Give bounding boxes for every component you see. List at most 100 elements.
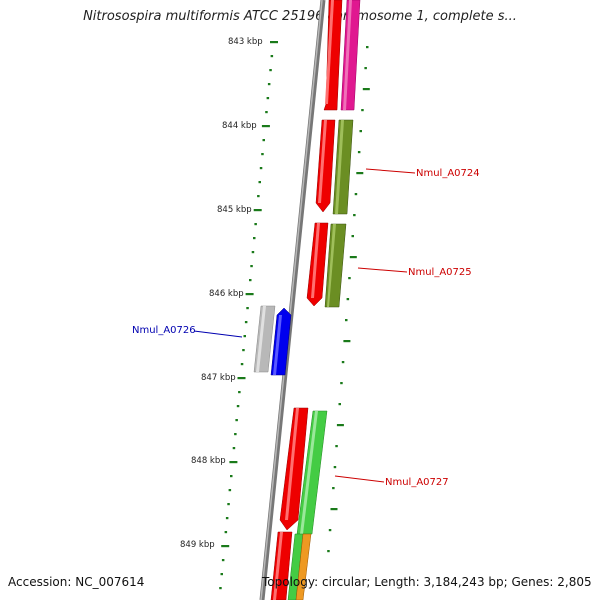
minor-tick (261, 153, 264, 156)
minor-tick (219, 587, 222, 590)
cds-olive-shine-a0724 (335, 120, 344, 214)
right-dash (328, 529, 332, 532)
gene-label-nmul-a0724[interactable]: Nmul_A0724 (416, 168, 480, 179)
right-dash (336, 424, 344, 427)
right-dash (340, 382, 343, 385)
right-dash (335, 445, 338, 448)
tick-label-844: 844 kbp (222, 121, 257, 131)
minor-tick (246, 307, 249, 310)
backbone-highlight (260, 0, 323, 600)
right-dash (338, 403, 341, 406)
minor-tick (224, 531, 228, 534)
chromosome-title: Nitrosospira multiformis ATCC 25196 chro… (83, 9, 517, 24)
minor-tick (238, 391, 241, 394)
right-dash (345, 319, 348, 322)
tick-label-848: 848 kbp (191, 456, 226, 466)
minor-tick (234, 433, 237, 436)
cds-olive-shine-a0725 (327, 224, 336, 307)
gene-shine-a0724 (318, 120, 327, 203)
minor-tick (251, 251, 255, 254)
leader-nmul-a0725 (357, 267, 408, 273)
minor-tick (269, 69, 272, 72)
minor-tick (253, 237, 256, 240)
major-tick (221, 545, 230, 548)
minor-tick (250, 265, 253, 268)
major-tick (261, 125, 270, 128)
leader-nmul-a0726 (193, 330, 243, 338)
minor-tick (228, 489, 232, 492)
tick-label-847: 847 kbp (201, 373, 236, 383)
minor-tick (235, 419, 238, 422)
cds-orange-bottom[interactable] (295, 533, 312, 600)
minor-tick (267, 83, 271, 86)
minor-tick (221, 559, 225, 562)
right-dash (341, 361, 345, 364)
right-dash (332, 487, 335, 490)
right-dash (327, 550, 330, 553)
major-tick (253, 209, 262, 212)
right-dash (348, 277, 351, 280)
major-tick (237, 377, 246, 380)
minor-tick (270, 55, 274, 58)
right-dash (353, 214, 356, 217)
cds-green-shine-a0727 (300, 411, 318, 534)
minor-tick (244, 321, 248, 324)
tick-ruler (219, 41, 278, 590)
minor-tick (230, 475, 233, 478)
right-dash (330, 508, 338, 511)
major-tick (229, 461, 238, 464)
minor-tick (236, 405, 240, 408)
minor-tick (240, 363, 244, 366)
minor-tick (225, 517, 229, 520)
cds-grey-shine-a0726 (256, 306, 266, 372)
right-dash (357, 151, 361, 154)
minor-tick (242, 349, 245, 352)
right-dash (359, 130, 362, 133)
chromosome-backbone (259, 0, 326, 600)
gene-shine-a0725 (311, 223, 320, 298)
minor-tick (249, 279, 252, 282)
right-dash (362, 88, 370, 91)
right-dash (346, 298, 350, 301)
right-dash (361, 109, 364, 112)
cds-green-bottom[interactable] (287, 533, 304, 600)
leader-nmul-a0724 (365, 168, 416, 174)
right-dash (366, 46, 369, 49)
minor-tick (258, 181, 261, 184)
minor-tick (220, 573, 223, 576)
minor-tick (257, 195, 260, 198)
gene-label-nmul-a0727[interactable]: Nmul_A0727 (385, 477, 449, 488)
right-dash (343, 340, 351, 343)
right-dash (354, 193, 358, 196)
gene-top-shine (325, 0, 334, 104)
minor-tick (265, 111, 268, 114)
cds-magenta-shine (343, 0, 352, 110)
tick-label-845: 845 kbp (217, 205, 252, 215)
minor-tick (254, 223, 257, 226)
right-dash (349, 256, 357, 259)
tick-label-843: 843 kbp (228, 37, 263, 47)
major-tick (270, 41, 278, 44)
minor-tick (262, 139, 265, 142)
minor-tick (259, 167, 263, 170)
accession-text: Accession: NC_007614 (8, 575, 145, 589)
topology-summary: Topology: circular; Length: 3,184,243 bp… (262, 575, 592, 589)
major-tick (245, 293, 254, 296)
tick-label-846: 846 kbp (209, 289, 244, 299)
gene-label-nmul-a0726[interactable]: Nmul_A0726 (132, 325, 196, 336)
right-dash (364, 67, 367, 70)
right-dash (333, 466, 337, 469)
gene-label-nmul-a0725[interactable]: Nmul_A0725 (408, 267, 472, 278)
minor-tick (232, 447, 236, 450)
right-dash (351, 235, 354, 238)
leader-nmul-a0727 (334, 475, 385, 483)
right-dash-ruler (327, 46, 370, 553)
minor-tick (243, 335, 246, 338)
gene-arrow-nmul-a0727[interactable] (279, 407, 309, 531)
minor-tick (266, 97, 270, 100)
tick-label-849: 849 kbp (180, 540, 215, 550)
right-dash (356, 172, 364, 175)
gene-shine-a0726 (273, 315, 282, 375)
gene-bottom-shine (273, 532, 283, 600)
